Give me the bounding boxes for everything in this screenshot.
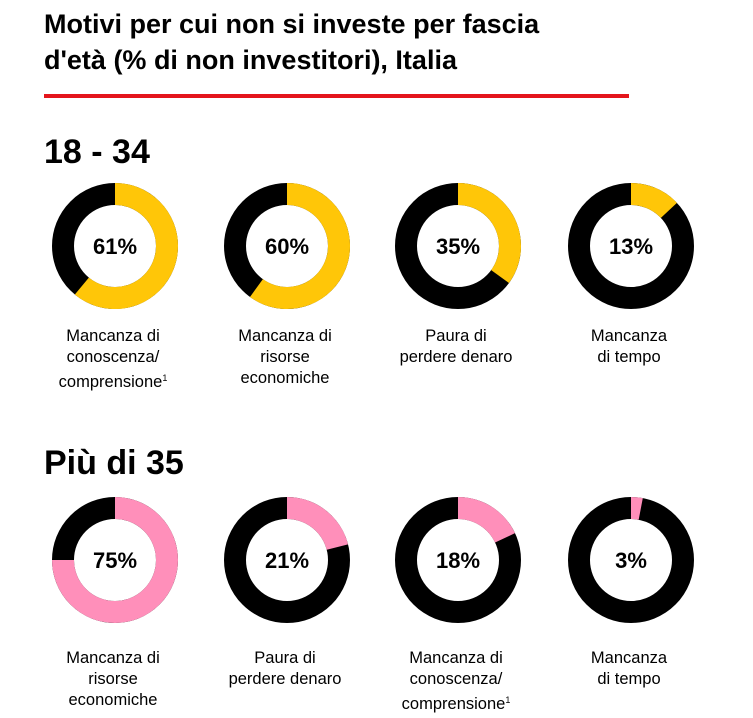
caption-line: perdere denaro [399, 348, 513, 366]
caption-line: Mancanza di [238, 327, 332, 345]
group-heading: 18 - 34 [44, 133, 150, 171]
caption-line: di tempo [597, 348, 661, 366]
donut-svg: 61% [52, 183, 178, 309]
caption-line: Mancanza di [66, 327, 160, 345]
donut-value-segment [52, 497, 178, 623]
caption-line: comprensione1 [401, 695, 511, 713]
footnote-marker: 1 [505, 695, 511, 705]
donut-value-segment [249, 183, 350, 309]
donut-caption: Mancanza di tempo [544, 326, 714, 368]
page-title: Motivi per cui non si investe per fascia… [44, 6, 684, 78]
footnote-marker: 1 [162, 373, 168, 383]
donut-caption: Mancanza di risorse economiche [28, 648, 198, 711]
donut-percentage-label: 60% [265, 234, 309, 259]
caption-line: Mancanza di [409, 649, 503, 667]
caption-line: Mancanza [590, 327, 668, 345]
donut-value-segment [74, 183, 178, 309]
donut-value-segment [631, 497, 643, 520]
caption-line: Paura di [425, 327, 487, 345]
donut-chart: 13% [565, 182, 697, 310]
donut-value-segment [458, 497, 516, 543]
donut-svg: 3% [568, 497, 694, 623]
title-line-2: d'età (% di non investitori), Italia [44, 45, 457, 75]
caption-line: economiche [240, 369, 330, 387]
donut-chart: 21% [221, 496, 353, 624]
donut-svg: 13% [568, 183, 694, 309]
caption-line: perdere denaro [228, 670, 342, 688]
donut-percentage-label: 18% [436, 548, 480, 573]
donut-svg: 60% [224, 183, 350, 309]
caption-line: Paura di [254, 649, 316, 667]
caption-line: Mancanza di [66, 649, 160, 667]
caption-line: economiche [68, 691, 158, 709]
donut-value-segment [631, 183, 677, 218]
caption-line: conoscenza/ [409, 670, 503, 688]
donut-percentage-label: 13% [609, 234, 653, 259]
group-heading: Più di 35 [44, 444, 184, 482]
caption-line: risorse [260, 348, 310, 366]
donut-chart: 60% [221, 182, 353, 310]
donut-svg: 75% [52, 497, 178, 623]
donut-caption: Mancanza di conoscenza/comprensione1 [371, 648, 541, 715]
title-divider [44, 94, 629, 98]
caption-line: conoscenza/ [66, 348, 160, 366]
donut-percentage-label: 61% [93, 234, 137, 259]
donut-chart: 75% [49, 496, 181, 624]
donut-svg: 21% [224, 497, 350, 623]
title-line-1: Motivi per cui non si investe per fascia [44, 9, 540, 39]
donut-percentage-label: 21% [265, 548, 309, 573]
donut-chart: 18% [392, 496, 524, 624]
donut-caption: Paura di perdere denaro [371, 326, 541, 368]
caption-line: comprensione1 [58, 373, 168, 391]
donut-chart: 61% [49, 182, 181, 310]
caption-line: di tempo [597, 670, 661, 688]
donut-percentage-label: 35% [436, 234, 480, 259]
donut-value-segment [458, 183, 521, 284]
donut-percentage-label: 3% [615, 548, 647, 573]
donut-chart: 3% [565, 496, 697, 624]
donut-caption: Mancanza di conoscenza/comprensione1 [28, 326, 198, 393]
donut-percentage-label: 75% [93, 548, 137, 573]
donut-caption: Mancanza di tempo [544, 648, 714, 690]
donut-caption: Paura di perdere denaro [200, 648, 370, 690]
donut-chart: 35% [392, 182, 524, 310]
caption-line: Mancanza [590, 649, 668, 667]
donut-svg: 18% [395, 497, 521, 623]
donut-svg: 35% [395, 183, 521, 309]
donut-value-segment [287, 497, 349, 550]
donut-caption: Mancanza di risorse economiche [200, 326, 370, 389]
caption-line: risorse [88, 670, 138, 688]
